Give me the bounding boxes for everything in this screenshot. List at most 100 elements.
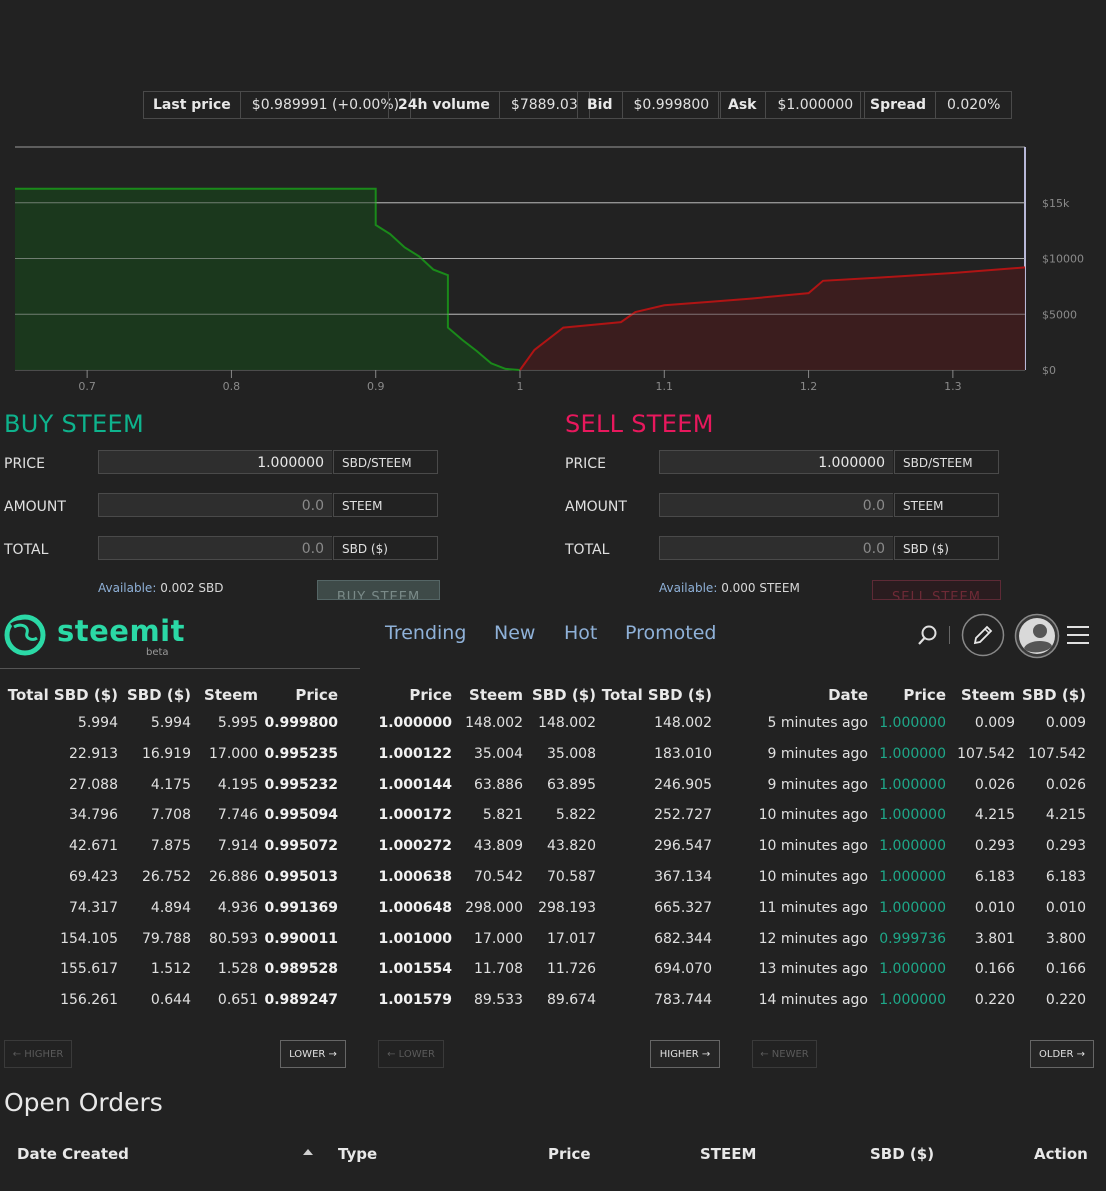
trade-history-header: Date [828,686,868,704]
trade-history-cell: 0.009 [1045,715,1086,731]
sell-available[interactable]: Available: 0.000 STEEM [659,581,800,595]
trade-history-cell: 3.801 [974,930,1015,947]
sell-button[interactable]: SELL STEEM [872,580,1001,600]
depth-chart: $0 $5000 $10000 $15k 0.7 0.8 0.9 1 1.1 1.2 1.3 [15,146,1084,393]
trade-history-newer-button[interactable]: ← NEWER [752,1040,817,1068]
buy-amount-input[interactable]: 0.0 [98,493,332,517]
sell-orders-cell: 148.002 [538,715,596,731]
sell-available-label: Available: [659,581,718,595]
buy-orders-cell: 27.088 [69,776,118,793]
buy-orders-lower-button[interactable]: LOWER → [280,1040,346,1068]
trade-history-cell: 0.010 [1045,899,1086,916]
trade-history-cell: 1.000000 [879,961,946,978]
buy-button[interactable]: BUY STEEM [317,580,440,600]
sell-orders-header: Total SBD ($) [601,686,712,704]
depth-line-bids [15,187,520,371]
x-tick-label: 1.2 [800,380,818,393]
trade-history-header: Steem [961,686,1015,704]
sell-orders-higher-button[interactable]: HIGHER → [650,1040,720,1068]
trade-history-cell: 0.166 [974,961,1015,978]
sell-orders-cell: 694.070 [654,961,712,978]
trade-history-cell: 0.010 [974,899,1015,916]
y-tick-label: $5000 [1042,308,1077,321]
sell-price-unit: SBD/STEEM [894,450,999,474]
sell-amount-input[interactable]: 0.0 [659,493,893,517]
trade-history-cell: 0.026 [1045,776,1086,793]
trade-history-cell: 5 minutes ago [767,715,868,731]
sell-orders-cell: 783.744 [654,992,712,1009]
sell-orders-cell: 252.727 [654,807,712,824]
trade-history-cell: 107.542 [957,745,1015,762]
sell-orders-cell: 1.001579 [378,992,452,1009]
steemit-logo-icon[interactable] [4,614,46,656]
ticker-item: Ask $1.000000 [718,91,866,119]
trade-history-cell: 9 minutes ago [767,776,868,793]
nav-hot[interactable]: Hot [564,622,598,644]
trade-history-cell: 9 minutes ago [767,745,868,762]
ticker-label: Ask [719,92,767,118]
oo-header-price[interactable]: Price [548,1145,591,1163]
trade-history-cell: 14 minutes ago [758,992,868,1009]
sell-orders-cell: 63.886 [474,776,523,793]
trade-history-cell: 13 minutes ago [758,961,868,978]
buy-orders-cell: 155.617 [60,961,118,978]
oo-header-date-created[interactable]: Date Created [17,1145,129,1163]
sell-orders-lower-button[interactable]: ← LOWER [378,1040,444,1068]
ticker-value: $0.989991 (+0.00%) [251,97,400,113]
y-tick-label: $0 [1042,364,1056,377]
buy-orders-cell: 7.875 [150,838,191,855]
buy-total-input[interactable]: 0.0 [98,536,332,560]
oo-header-sbd[interactable]: SBD ($) [870,1145,935,1163]
sell-orders-cell: 148.002 [654,715,712,731]
trade-history-cell: 10 minutes ago [758,807,868,824]
sort-ascending-icon[interactable] [303,1149,313,1155]
sell-orders-cell: 5.821 [482,807,523,824]
nav-new[interactable]: New [494,622,536,644]
sell-orders-cell: 35.004 [474,745,523,762]
ticker-label: Last price [144,92,241,118]
ticker-label: 24h volume [389,92,500,118]
trade-history-cell: 10 minutes ago [758,869,868,885]
trade-history-cell: 3.800 [1045,930,1086,947]
sell-orders-cell: 1.000172 [378,807,452,824]
trade-history-cell: 10 minutes ago [758,838,868,855]
buy-available[interactable]: Available: 0.002 SBD [98,581,223,595]
buy-orders-cell: 0.990011 [264,930,338,947]
buy-orders-cell: 0.989247 [264,992,338,1009]
buy-orders-cell: 4.195 [217,776,258,793]
sell-orders-cell: 17.000 [474,930,523,947]
sell-orders-cell: 148.002 [465,715,523,731]
buy-price-input[interactable]: 1.000000 [98,450,332,474]
buy-available-value: 0.002 SBD [160,581,224,595]
nav-trending[interactable]: Trending [385,622,467,644]
buy-orders-cell: 0.989528 [264,961,338,978]
ticker-item: Last price $0.989991 (+0.00%) [143,91,412,119]
y-tick-label: $10000 [1042,253,1084,266]
trade-history-cell: 1.000000 [879,807,946,824]
buy-orders-cell: 5.994 [77,715,118,731]
sell-total-input[interactable]: 0.0 [659,536,893,560]
ticker-value: $7889.03 [510,97,578,113]
steemit-logo-text[interactable]: steemit [57,614,185,648]
trade-history-cell: 1.000000 [879,715,946,731]
sell-price-input[interactable]: 1.000000 [659,450,893,474]
trade-history-cell: 1.000000 [879,899,946,916]
sell-available-value: 0.000 STEEM [721,581,800,595]
trade-history-cell: 11 minutes ago [758,899,868,916]
user-avatar-icon[interactable] [1014,613,1060,659]
x-tick-label: 1.3 [944,380,962,393]
oo-header-type[interactable]: Type [338,1145,378,1163]
nav-promoted[interactable]: Promoted [625,622,717,644]
buy-orders-higher-button[interactable]: ← HIGHER [4,1040,72,1068]
x-tick-label: 0.8 [223,380,241,393]
search-icon[interactable] [917,624,939,646]
hamburger-menu-icon[interactable] [1066,624,1090,646]
buy-amount-label: AMOUNT [4,499,66,515]
x-tick-label: 1.1 [656,380,674,393]
trade-history-older-button[interactable]: OLDER → [1030,1040,1094,1068]
buy-orders-cell: 4.936 [217,899,258,916]
sell-orders-cell: 298.000 [465,899,523,916]
ticker-value: $0.999800 [633,97,710,113]
oo-header-steem[interactable]: STEEM [700,1145,757,1163]
pencil-icon[interactable] [961,613,1005,657]
